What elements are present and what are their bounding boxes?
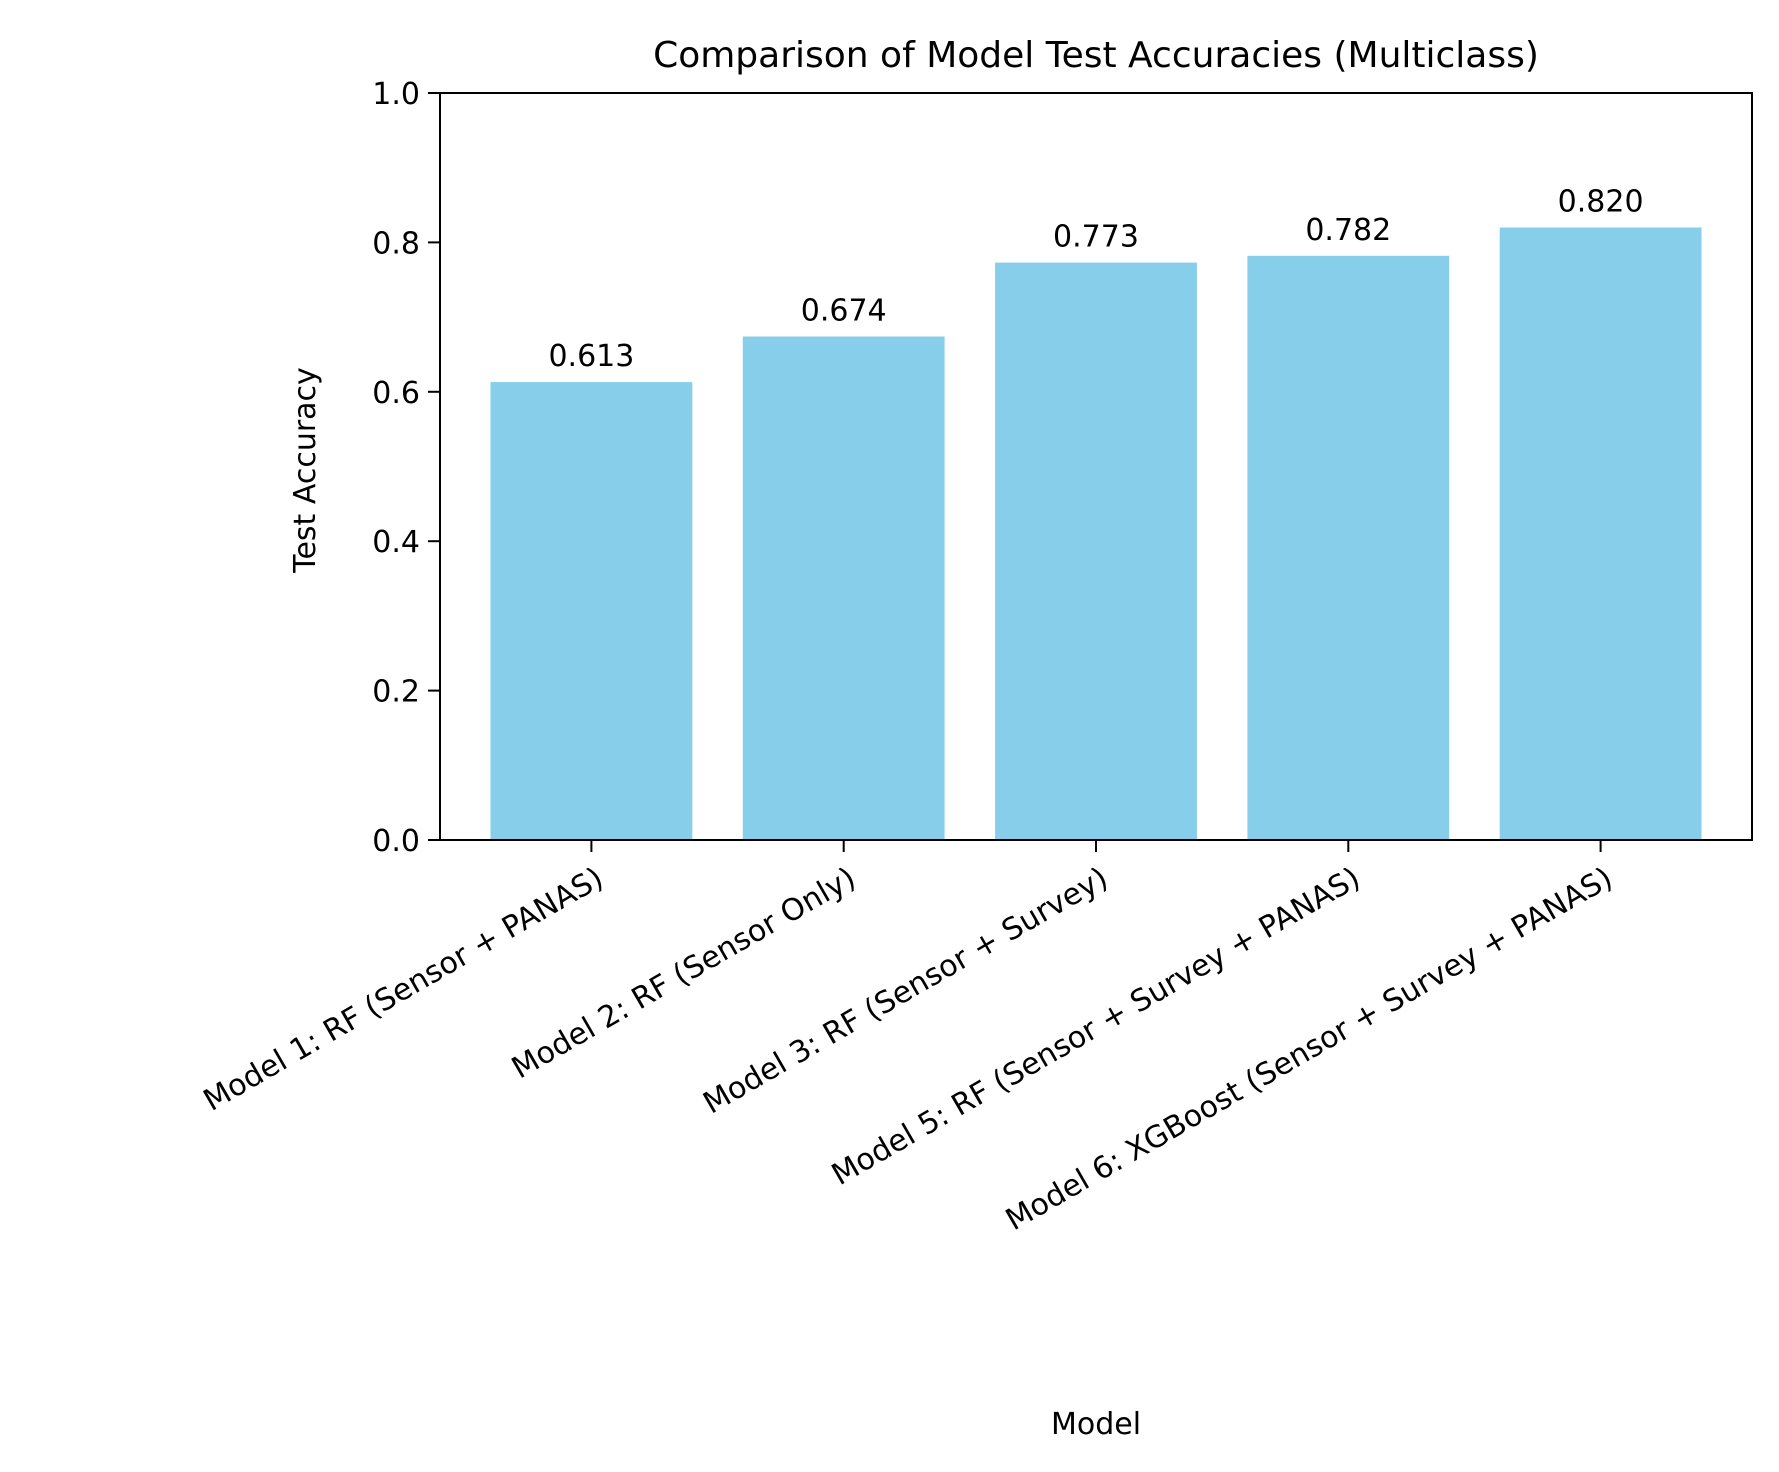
bar [1247, 255, 1450, 841]
y-tick-label: 0.0 [372, 824, 420, 859]
chart-title: Comparison of Model Test Accuracies (Mul… [653, 35, 1539, 76]
x-tick-label: Model 3: RF (Sensor + Survey) [697, 861, 1114, 1122]
bar [995, 262, 1197, 841]
bar-value-label: 0.773 [1053, 220, 1139, 255]
bar-value-label: 0.674 [801, 294, 887, 329]
bar-value-label: 0.782 [1305, 213, 1391, 248]
y-tick-label: 1.0 [372, 77, 420, 112]
bar-value-label: 0.613 [548, 339, 634, 374]
y-tick-label: 0.6 [372, 376, 420, 411]
y-tick-label: 0.4 [372, 525, 420, 560]
bar [742, 336, 945, 840]
x-axis-label: Model [1051, 1407, 1141, 1442]
plot-area: 0.613 0.674 0.773 0.782 0.820 0.0 0.2 0.4 0.6 0.8… [198, 77, 1753, 1238]
bar-value-label: 0.820 [1558, 185, 1644, 220]
y-tick-label: 0.8 [372, 226, 420, 261]
x-tick-label: Model 1: RF (Sensor + PANAS) [198, 861, 610, 1119]
bar [490, 382, 693, 840]
bar [1499, 227, 1702, 840]
y-tick-label: 0.2 [372, 675, 420, 710]
x-tick-label: Model 5: RF (Sensor + Survey + PANAS) [826, 861, 1366, 1193]
y-axis-label: Test Accuracy [288, 367, 323, 574]
